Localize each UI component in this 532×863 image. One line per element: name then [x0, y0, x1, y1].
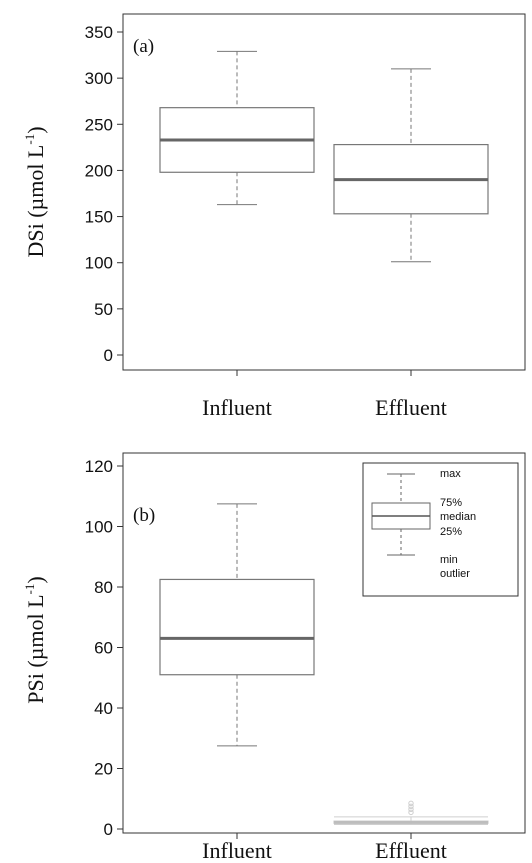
outlier-point: [408, 809, 414, 816]
y-tick-label: 50: [94, 300, 113, 319]
panel-label-b: (b): [133, 505, 155, 526]
y-tick-label: 40: [94, 699, 113, 718]
outlier-point: [408, 806, 414, 813]
legend-label-q1: 25%: [440, 526, 462, 538]
y-axis-title-b: PSi (µmol L-1): [22, 576, 48, 703]
x-category-label: Effluent: [375, 838, 447, 863]
legend-label-outlier: outlier: [440, 568, 470, 580]
y-tick-label: 200: [85, 161, 113, 180]
legend-label-max: max: [440, 468, 461, 480]
x-labels-a: Influent Effluent: [202, 370, 447, 420]
boxes-a: [159, 50, 489, 263]
y-tick-label: 120: [85, 457, 113, 476]
y-tick-label: 350: [85, 23, 113, 42]
x-category-label: Influent: [202, 838, 272, 863]
y-tick-label: 100: [85, 254, 113, 273]
x-labels-b: Influent Effluent: [202, 833, 447, 863]
boxes-b: [159, 503, 489, 825]
legend-label-median: median: [440, 511, 476, 523]
y-tick-label: 300: [85, 69, 113, 88]
legend-label-min: min: [440, 554, 458, 566]
y-tick-label: 80: [94, 578, 113, 597]
y-tick-label: 60: [94, 639, 113, 658]
panel-label-a: (a): [133, 36, 154, 57]
outlier-point: [408, 803, 414, 810]
x-category-label: Influent: [202, 395, 272, 420]
y-tick-label: 250: [85, 115, 113, 134]
panel-b: (b) 0 20 40 60 80 100 120 Influent Effluent PSi…: [22, 452, 526, 863]
legend: max 75% median 25% min outlier: [362, 462, 519, 597]
legend-label-q3: 75%: [440, 497, 462, 509]
plot-frame-a: [122, 13, 526, 371]
y-tick-label: 100: [85, 518, 113, 537]
box-influent: [159, 578, 315, 676]
y-tick-label: 0: [104, 346, 113, 365]
outlier-point: [408, 800, 414, 806]
x-category-label: Effluent: [375, 395, 447, 420]
y-tick-label: 20: [94, 760, 113, 779]
y-tick-label: 0: [104, 820, 113, 839]
y-tick-label: 150: [85, 208, 113, 227]
panel-a: (a) 0 50 100 150 200 250 300 350 Influent Efflue…: [22, 13, 526, 420]
plot-frame-b: [122, 452, 526, 834]
y-axis-title-a: DSi (µmol L-1): [22, 126, 48, 257]
y-ticks-a: 0 50 100 150 200 250 300 350: [85, 23, 123, 365]
y-ticks-b: 0 20 40 60 80 100 120: [85, 457, 123, 839]
